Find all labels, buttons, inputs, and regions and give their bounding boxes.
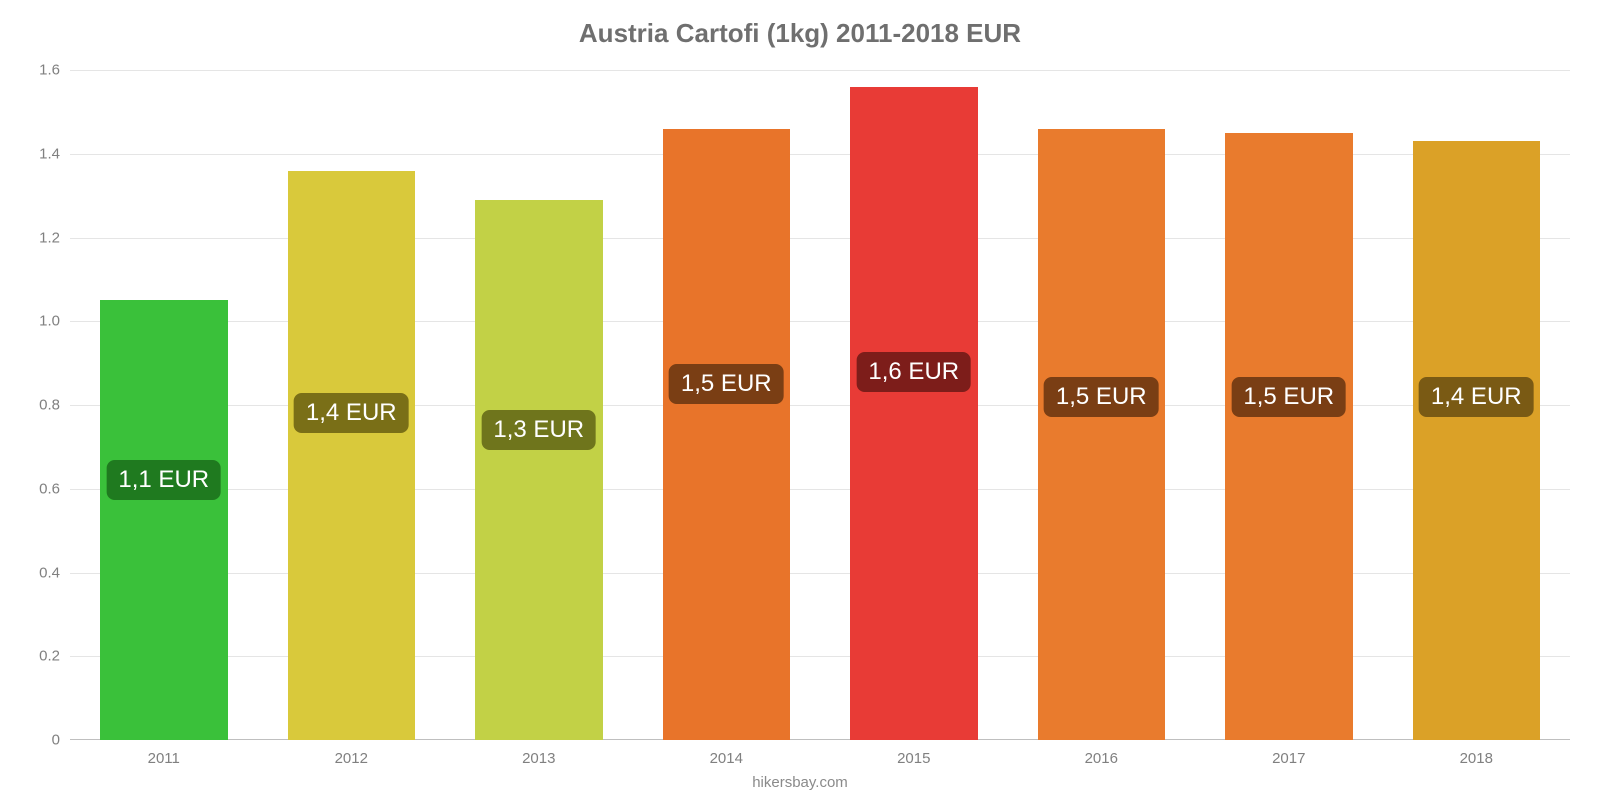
- y-tick-label: 1.0: [10, 313, 60, 330]
- y-tick-label: 0.6: [10, 480, 60, 497]
- y-tick-label: 0.4: [10, 564, 60, 581]
- y-tick-label: 0.8: [10, 397, 60, 414]
- x-tick-label: 2013: [522, 750, 555, 767]
- bar: [1038, 129, 1166, 740]
- x-tick-label: 2015: [897, 750, 930, 767]
- y-tick-label: 0.2: [10, 648, 60, 665]
- x-tick-label: 2018: [1460, 750, 1493, 767]
- chart-container: Austria Cartofi (1kg) 2011-2018 EUR 00.2…: [0, 0, 1600, 800]
- x-tick-label: 2016: [1085, 750, 1118, 767]
- y-tick-label: 1.6: [10, 62, 60, 79]
- bar: [100, 300, 228, 740]
- x-tick-label: 2011: [148, 750, 180, 767]
- bar: [475, 200, 603, 740]
- bar: [1225, 133, 1353, 740]
- x-tick-label: 2017: [1272, 750, 1305, 767]
- value-badge: 1,3 EUR: [481, 410, 596, 450]
- bar: [1413, 141, 1541, 740]
- bar: [288, 171, 416, 741]
- plot-area: 00.20.40.60.81.01.21.41.620111,1 EUR2012…: [70, 70, 1570, 740]
- value-badge: 1,5 EUR: [1044, 377, 1159, 417]
- value-badge: 1,5 EUR: [1231, 377, 1346, 417]
- x-tick-label: 2012: [335, 750, 368, 767]
- value-badge: 1,1 EUR: [106, 460, 221, 500]
- attribution-text: hikersbay.com: [0, 774, 1600, 791]
- y-tick-label: 0: [10, 732, 60, 749]
- y-tick-label: 1.2: [10, 229, 60, 246]
- bar: [850, 87, 978, 740]
- value-badge: 1,4 EUR: [1419, 377, 1534, 417]
- gridline: [70, 70, 1570, 71]
- chart-title: Austria Cartofi (1kg) 2011-2018 EUR: [0, 18, 1600, 49]
- bar: [663, 129, 791, 740]
- value-badge: 1,4 EUR: [294, 393, 409, 433]
- y-tick-label: 1.4: [10, 145, 60, 162]
- x-tick-label: 2014: [710, 750, 743, 767]
- value-badge: 1,6 EUR: [856, 352, 971, 392]
- value-badge: 1,5 EUR: [669, 364, 784, 404]
